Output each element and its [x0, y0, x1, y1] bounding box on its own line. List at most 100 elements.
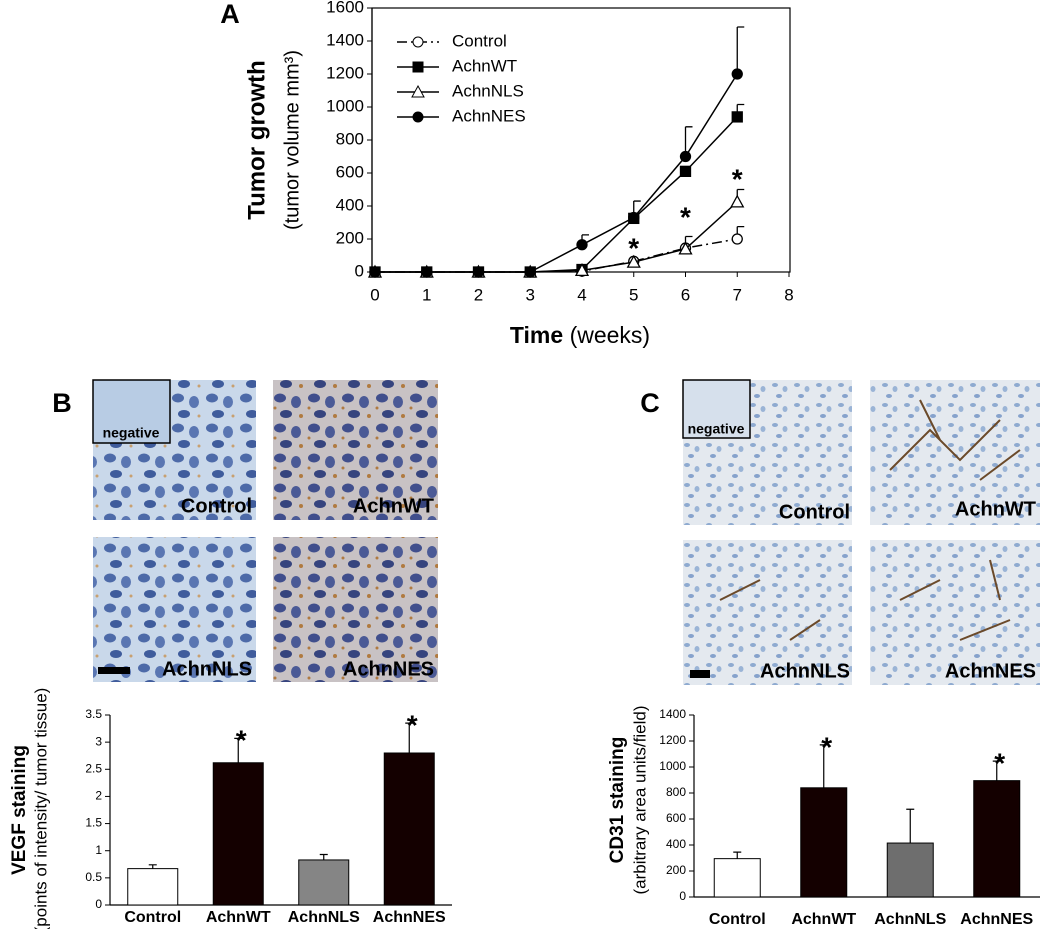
bar — [886, 842, 934, 898]
x-tick-label: Control — [124, 909, 181, 926]
annotation: * — [407, 710, 418, 741]
x-tick-label: AchnWT — [791, 911, 856, 928]
image-label: Control — [181, 495, 252, 517]
micrograph — [93, 537, 256, 682]
error-bar — [733, 851, 742, 859]
y-tick-label: 1200 — [659, 733, 686, 747]
legend-marker — [412, 61, 424, 73]
y-axis-title: CD31 staining — [607, 737, 628, 864]
marker — [524, 266, 536, 278]
bar — [127, 868, 179, 906]
y-tick-label: 0.5 — [85, 870, 102, 884]
x-tick-label: 0 — [370, 285, 379, 304]
y-axis-title: Tumor growth — [243, 60, 270, 220]
inset — [682, 379, 751, 439]
annotation: * — [821, 731, 832, 762]
y-tick-label: 1200 — [326, 63, 364, 82]
x-tick-label: Control — [709, 911, 766, 928]
error-bar — [992, 760, 1001, 781]
y-tick-label: 1000 — [659, 759, 686, 773]
inset-label: negative — [103, 425, 160, 441]
micrograph — [870, 380, 1040, 525]
scale-bar — [98, 667, 130, 674]
y-axis-subtitle: (arbitrary area units/field) — [630, 706, 649, 895]
micrograph — [870, 540, 1040, 685]
plot-frame — [371, 7, 791, 273]
y-tick-label: 1400 — [659, 707, 686, 721]
y-tick-label: 800 — [336, 129, 364, 148]
legend-label: Control — [452, 31, 507, 50]
bar — [800, 787, 848, 898]
annotation: * — [236, 725, 247, 756]
y-tick-label: 200 — [336, 228, 364, 247]
bar — [298, 859, 350, 906]
marker — [679, 150, 692, 163]
bar — [212, 762, 264, 906]
x-tick-label: 4 — [577, 285, 586, 304]
annotation: * — [680, 201, 691, 232]
y-axis-title: VEGF staining — [9, 745, 30, 875]
legend-marker — [412, 111, 424, 123]
error-bar — [906, 808, 915, 844]
marker — [628, 211, 640, 224]
error-bar — [405, 722, 414, 753]
x-tick-label: 3 — [526, 285, 535, 304]
image-label: AchnNES — [945, 660, 1036, 682]
y-tick-label: 400 — [666, 837, 686, 851]
legend-label: AchnNES — [452, 106, 526, 125]
x-axis-title-sub: (weeks) — [570, 322, 651, 348]
y-tick-label: 1400 — [326, 30, 364, 49]
marker — [576, 239, 588, 251]
marker — [574, 262, 590, 276]
marker — [731, 68, 743, 80]
y-tick-label: 0 — [95, 897, 102, 911]
annotation: * — [732, 163, 743, 194]
micrograph — [273, 537, 438, 682]
legend-marker — [412, 36, 424, 48]
y-tick-label: 3 — [95, 734, 102, 748]
x-tick-label: 8 — [784, 285, 793, 304]
y-tick-label: 1.5 — [85, 816, 102, 830]
y-tick-label: 200 — [666, 863, 686, 877]
y-axis-subtitle: (points of intensity/ tumor tissue) — [31, 688, 50, 929]
error-bar — [234, 737, 243, 763]
marker — [731, 111, 743, 123]
x-tick-label: AchnNES — [960, 911, 1033, 928]
legend-label: AchnNLS — [452, 81, 524, 100]
error-bar — [148, 864, 157, 869]
micrograph — [273, 380, 438, 520]
image-label: AchnWT — [353, 495, 434, 517]
marker — [678, 241, 693, 255]
y-tick-label: 1 — [95, 843, 102, 857]
series-line — [375, 73, 738, 273]
marker — [730, 194, 745, 208]
image-label: AchnNLS — [162, 658, 252, 680]
y-tick-label: 800 — [666, 785, 686, 799]
bar — [973, 780, 1021, 898]
x-tick-label: AchnNES — [373, 909, 446, 926]
y-tick-label: 600 — [666, 811, 686, 825]
image-label: AchnWT — [955, 498, 1036, 520]
y-tick-label: 0 — [679, 889, 686, 903]
bar — [383, 752, 435, 906]
y-tick-label: 2 — [95, 789, 102, 803]
y-tick-label: 2.5 — [85, 761, 102, 775]
marker — [421, 266, 433, 278]
x-tick-label: AchnWT — [206, 909, 271, 926]
marker — [472, 266, 485, 278]
x-tick-label: 7 — [733, 285, 742, 304]
y-tick-label: 600 — [336, 162, 364, 181]
x-tick-label: 6 — [681, 285, 690, 304]
x-tick-label: 1 — [422, 285, 431, 304]
vessels — [719, 399, 1021, 641]
annotation: * — [994, 748, 1005, 779]
marker — [626, 254, 641, 268]
marker — [731, 233, 743, 245]
x-axis-title-main: Time — [510, 322, 563, 348]
error-bar — [736, 26, 745, 74]
x-tick-label: 5 — [629, 285, 638, 304]
panel-label: A — [220, 0, 240, 29]
legend-label: AchnWT — [452, 56, 517, 75]
y-tick-label: 1600 — [326, 0, 364, 16]
